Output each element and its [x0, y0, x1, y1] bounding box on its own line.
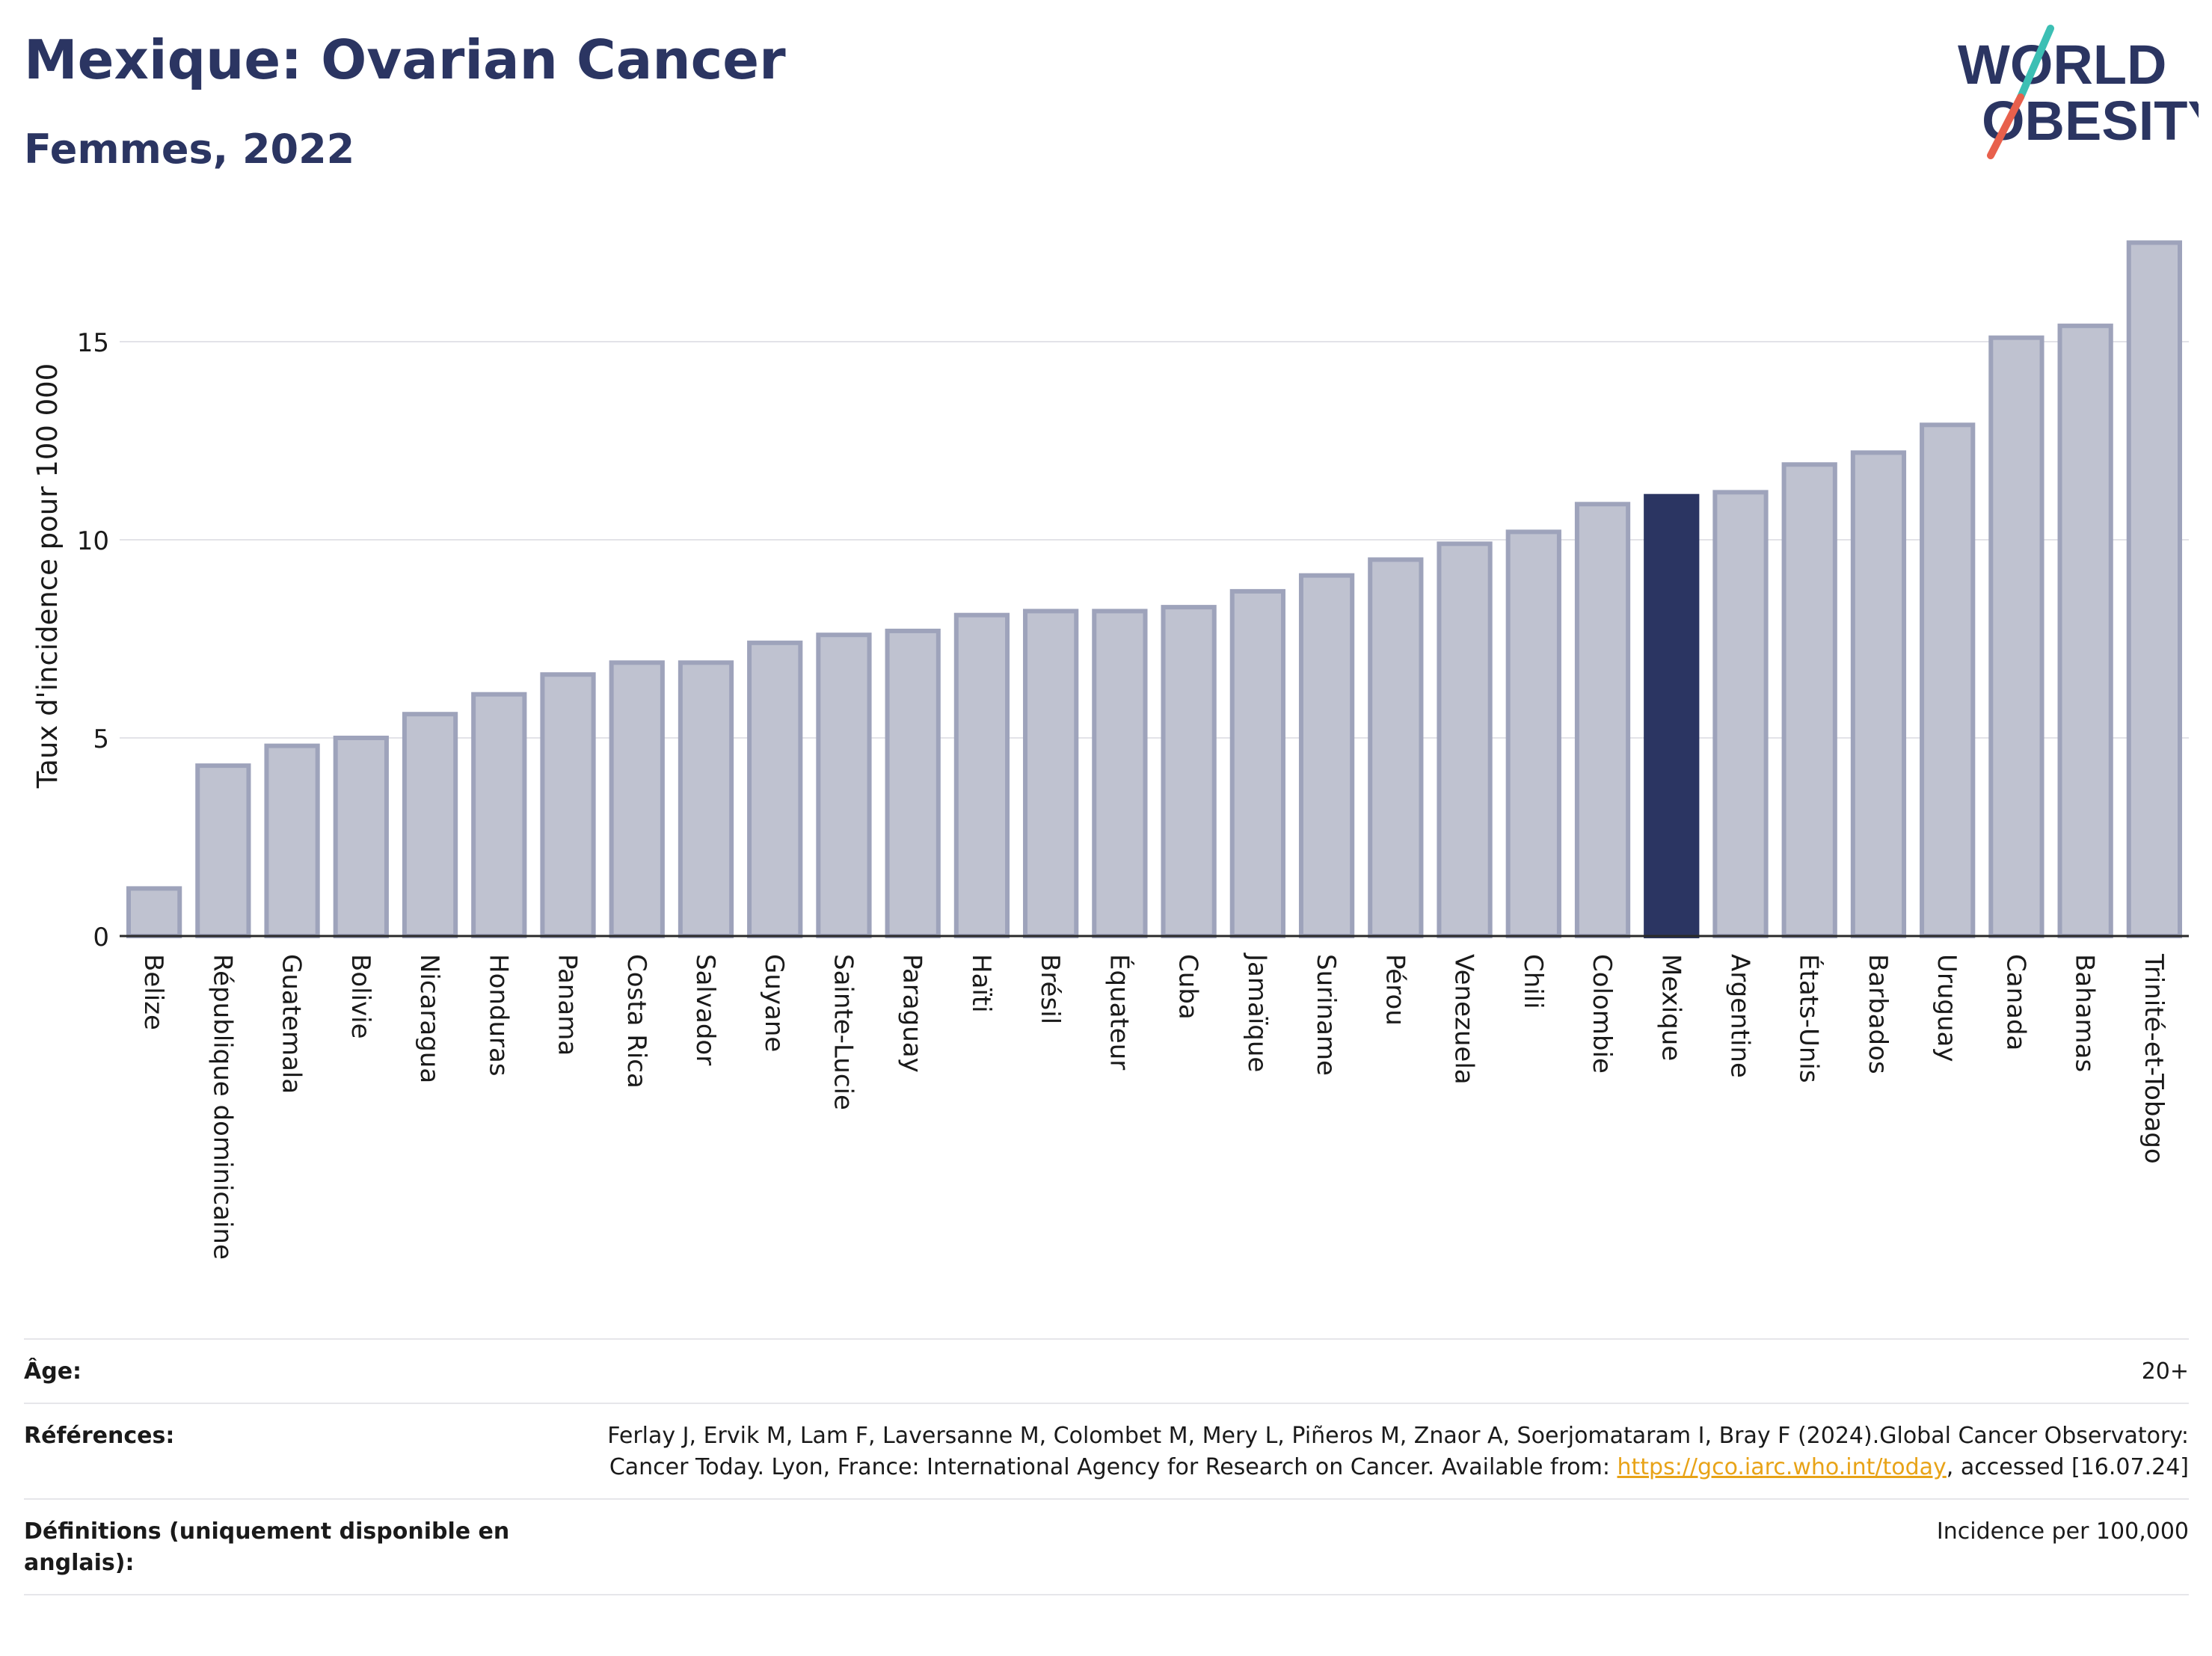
bar-guyane[interactable] [747, 640, 803, 938]
age-row: Âge: 20+ [24, 1338, 2189, 1403]
bar-panama[interactable] [540, 672, 596, 938]
bar-nicaragua[interactable] [402, 712, 458, 938]
x-tick-label: Bahamas [2070, 954, 2100, 1072]
bar-uruguay[interactable] [1920, 422, 1976, 938]
bar-paraguay[interactable] [885, 628, 941, 939]
bar-honduras[interactable] [471, 692, 527, 938]
bar-r-publique-dominicaine[interactable] [195, 763, 251, 938]
bar--quateur[interactable] [1092, 609, 1148, 939]
bar--tats-unis[interactable] [1781, 462, 1837, 938]
definitions-row: Définitions (uniquement disponible en an… [24, 1498, 2189, 1595]
x-tick-label: Mexique [1656, 954, 1686, 1061]
metadata-table: Âge: 20+ Références: Ferlay J, Ervik M, … [24, 1338, 2189, 1595]
x-tick-label: Cuba [1173, 954, 1203, 1020]
bar-trinit-et-tobago[interactable] [2126, 240, 2183, 938]
x-tick-label: Paraguay [897, 954, 927, 1073]
x-tick-label: Costa Rica [621, 954, 651, 1089]
bar-chili[interactable] [1505, 529, 1561, 938]
x-tick-label: Guatemala [277, 954, 307, 1094]
bar-chart: 0 5 10 15 Belize République dominicaine Guatem… [31, 240, 2189, 1260]
x-tick-label: Honduras [483, 954, 513, 1077]
x-tick-label: Chili [1518, 954, 1548, 1009]
bar-mexique[interactable] [1644, 493, 1700, 938]
bar-p-rou[interactable] [1368, 557, 1424, 938]
bar-argentine[interactable] [1712, 490, 1769, 938]
logo-slash-bottom [1987, 93, 2024, 159]
x-tick-label: Colombie [1587, 954, 1617, 1074]
y-tick-label: 5 [93, 724, 109, 754]
bars [126, 240, 2183, 939]
x-tick-label: Barbados [1863, 954, 1893, 1074]
world-obesity-logo: WORLD OBESITY [1958, 25, 2199, 159]
logo-line-1: WORLD [1958, 34, 2167, 96]
bar-belize[interactable] [126, 886, 182, 939]
y-axis-label: Taux d'incidence pour 100 000 [31, 363, 64, 789]
x-tick-label: Sainte-Lucie [828, 954, 858, 1110]
x-tick-label: Nicaragua [414, 954, 444, 1083]
bar-bolivie[interactable] [333, 736, 389, 938]
x-tick-label: Bolivie [345, 954, 375, 1039]
page-subtitle: Femmes, 2022 [24, 126, 355, 173]
bar-ha-ti[interactable] [953, 612, 1010, 938]
x-tick-label: Trinité-et-Tobago [2139, 953, 2169, 1164]
x-tick-label: Jamaïque [1242, 952, 1272, 1072]
age-label: Âge: [24, 1358, 82, 1385]
x-tick-label: États-Unis [1794, 954, 1825, 1083]
page-title: Mexique: Ovarian Cancer [24, 28, 786, 91]
bar-barbados[interactable] [1850, 450, 1907, 938]
bar-guatemala[interactable] [264, 743, 320, 938]
y-tick-label: 0 [93, 923, 109, 952]
x-tick-label: Suriname [1311, 954, 1341, 1076]
x-tick-label: Salvador [690, 954, 720, 1065]
references-accessed: , accessed [16.07.24] [1946, 1454, 2189, 1480]
x-tick-label: Pérou [1380, 954, 1410, 1026]
bar-canada[interactable] [1988, 335, 2044, 938]
axes: 0 5 10 15 Belize République dominicaine Guatem… [77, 328, 2189, 1260]
x-tick-label: Brésil [1035, 954, 1065, 1024]
bar-sainte-lucie[interactable] [816, 632, 872, 938]
definitions-value: Incidence per 100,000 [1936, 1518, 2189, 1545]
y-tick-label: 10 [77, 526, 109, 556]
x-tick-label: Guyane [759, 954, 789, 1052]
bar-venezuela[interactable] [1437, 541, 1493, 938]
bar-salvador[interactable] [678, 660, 734, 938]
bar-cuba[interactable] [1161, 605, 1217, 938]
references-label: Références: [24, 1423, 175, 1449]
bar-jama-que[interactable] [1229, 588, 1285, 939]
references-row: Références: Ferlay J, Ervik M, Lam F, La… [24, 1403, 2189, 1498]
bar-costa-rica[interactable] [609, 660, 665, 938]
age-value: 20+ [2141, 1358, 2189, 1385]
references-value: Ferlay J, Ervik M, Lam F, Laversanne M, … [581, 1420, 2189, 1483]
x-tick-label: Venezuela [1449, 954, 1479, 1085]
x-tick-label: Uruguay [1932, 954, 1961, 1062]
references-text: Ferlay J, Ervik M, Lam F, Laversanne M, … [607, 1423, 2189, 1480]
references-link[interactable]: https://gco.iarc.who.int/today [1617, 1454, 1947, 1480]
x-tick-label: Équateur [1104, 954, 1134, 1070]
bar-suriname[interactable] [1298, 573, 1355, 938]
x-tick-label: Belize [138, 954, 168, 1030]
definitions-label: Définitions (uniquement disponible en an… [24, 1518, 510, 1576]
grid-lines [120, 341, 2189, 739]
y-tick-label: 15 [77, 328, 109, 358]
x-tick-label: République dominicaine [207, 954, 237, 1260]
x-tick-label: Panama [553, 954, 583, 1056]
x-tick-label: Haïti [966, 954, 996, 1013]
bar-bahamas[interactable] [2057, 323, 2113, 938]
bar-colombie[interactable] [1574, 502, 1631, 938]
logo-slash-top [2017, 25, 2054, 101]
x-tick-label: Canada [2000, 954, 2030, 1050]
bar-br-sil[interactable] [1023, 609, 1079, 939]
x-tick-label: Argentine [1724, 954, 1754, 1078]
